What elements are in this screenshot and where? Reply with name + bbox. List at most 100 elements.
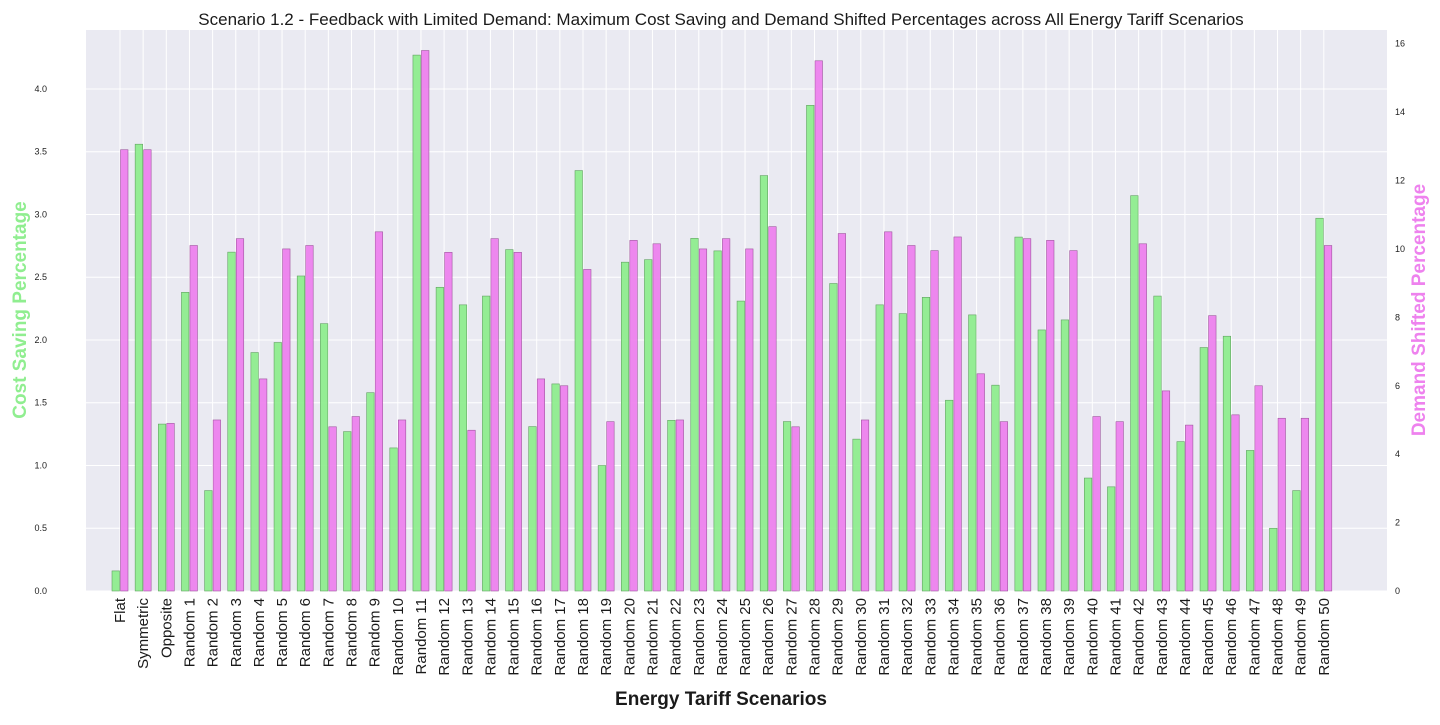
cost-saving-bar: [389, 447, 398, 592]
x-tick-label: Random 2: [205, 598, 222, 667]
left-y-tick-label: 4.0: [34, 84, 47, 94]
cost-saving-bar: [158, 423, 167, 592]
cost-saving-bar: [1130, 195, 1139, 592]
right-y-tick-label: 14: [1395, 107, 1405, 117]
x-tick-label: Random 31: [876, 598, 893, 676]
cost-saving-bar: [551, 383, 560, 592]
demand-shifted-bar: [629, 240, 638, 592]
left-y-tick-label: 0.5: [34, 523, 47, 533]
x-tick-label: Random 32: [899, 598, 916, 676]
cost-saving-bar: [227, 251, 236, 592]
cost-saving-bar: [1176, 441, 1185, 592]
left-y-tick-label: 1.0: [34, 460, 47, 470]
demand-shifted-bar: [1277, 417, 1286, 592]
left-y-tick-label: 1.5: [34, 398, 47, 408]
demand-shifted-bar: [282, 248, 291, 592]
x-tick-label: Random 21: [644, 598, 661, 676]
x-tick-label: Random 45: [1200, 598, 1217, 676]
demand-shifted-bar: [606, 421, 615, 592]
demand-shifted-bar: [560, 385, 569, 592]
right-y-tick-label: 4: [1395, 449, 1400, 459]
x-tick-label: Random 42: [1131, 598, 1148, 676]
demand-shifted-bar: [1046, 240, 1055, 592]
right-y-axis-label: Demand Shifted Percentage: [1409, 184, 1430, 436]
x-tick-label: Symmetric: [135, 598, 152, 669]
cost-saving-bar: [458, 304, 468, 592]
demand-shifted-bar: [212, 419, 221, 592]
x-tick-label: Random 12: [436, 598, 453, 676]
demand-shifted-bar: [1300, 417, 1309, 592]
left-y-axis-ticks: 0.0 0.5 1.0 1.5 2.0 2.5 3.0 3.5 4.0: [34, 84, 47, 596]
cost-saving-bar: [759, 175, 769, 592]
demand-shifted-bar: [467, 429, 476, 592]
x-tick-label: Random 20: [621, 598, 638, 676]
x-tick-label: Random 15: [506, 598, 523, 676]
demand-shifted-bar: [421, 50, 430, 592]
demand-shifted-bar: [652, 243, 661, 592]
x-tick-label: Random 10: [390, 598, 407, 676]
x-tick-label: Random 6: [297, 598, 314, 667]
cost-saving-bar: [968, 314, 977, 592]
cost-saving-bar: [111, 570, 120, 592]
cost-saving-bar: [875, 304, 884, 592]
demand-shifted-bar: [675, 419, 684, 592]
x-tick-label: Random 19: [598, 598, 615, 676]
demand-shifted-bar: [397, 419, 407, 592]
demand-shifted-bar: [1254, 385, 1263, 592]
demand-shifted-bar: [1023, 238, 1032, 592]
demand-shifted-bar: [120, 149, 129, 592]
right-y-tick-label: 16: [1395, 39, 1405, 49]
x-tick-label: Random 49: [1293, 598, 1310, 676]
x-tick-label: Random 8: [344, 598, 361, 667]
right-y-tick-label: 12: [1395, 176, 1405, 186]
cost-saving-bar: [273, 342, 282, 592]
cost-saving-bar: [667, 420, 676, 592]
x-tick-label: Random 30: [853, 598, 870, 676]
x-tick-label: Random 9: [367, 598, 384, 667]
demand-shifted-bar: [814, 60, 823, 592]
x-tick-label: Random 13: [459, 598, 476, 676]
cost-saving-bar: [945, 399, 954, 592]
x-tick-label: Random 37: [1015, 598, 1032, 676]
demand-shifted-bar: [791, 426, 800, 592]
cost-saving-bar: [1292, 490, 1301, 592]
x-tick-label: Random 48: [1270, 598, 1287, 676]
left-y-axis-label: Cost Saving Percentage: [10, 201, 31, 419]
cost-saving-bar: [1153, 295, 1162, 592]
cost-saving-bar: [1246, 450, 1255, 592]
x-tick-label: Random 29: [830, 598, 847, 676]
cost-saving-bar: [250, 352, 259, 592]
cost-saving-bar: [829, 283, 838, 592]
x-tick-label: Random 33: [922, 598, 939, 676]
demand-shifted-bar: [698, 248, 708, 592]
cost-saving-bar: [1037, 329, 1046, 592]
demand-shifted-bar: [999, 421, 1009, 592]
x-tick-label: Random 14: [482, 598, 499, 676]
cost-saving-bar: [1199, 347, 1208, 592]
x-tick-label: Opposite: [158, 598, 175, 658]
demand-shifted-bar: [745, 248, 754, 592]
demand-shifted-bar: [1231, 414, 1240, 592]
demand-shifted-bar: [768, 226, 777, 592]
cost-saving-bar: [736, 300, 745, 592]
demand-shifted-bar: [1069, 250, 1078, 592]
cost-saving-bar: [991, 384, 1000, 592]
demand-shifted-bar: [259, 378, 268, 592]
x-tick-label: Random 50: [1316, 598, 1333, 676]
x-tick-label: Random 26: [760, 598, 777, 676]
demand-shifted-bar: [930, 250, 939, 592]
x-tick-label: Random 28: [807, 598, 824, 676]
right-y-axis-ticks: 0 2 4 6 8 10 12 14 16: [1395, 39, 1405, 596]
x-tick-label: Random 1: [181, 598, 198, 667]
demand-shifted-bar: [722, 238, 731, 592]
demand-shifted-bar: [166, 423, 175, 592]
demand-shifted-bar: [837, 233, 846, 592]
x-tick-label: Random 25: [737, 598, 754, 676]
left-y-tick-label: 3.5: [34, 147, 47, 157]
demand-shifted-bar: [583, 269, 592, 592]
x-tick-label: Random 7: [320, 598, 337, 667]
x-tick-label: Random 16: [529, 598, 546, 676]
cost-saving-bar: [783, 421, 792, 592]
cost-saving-bar: [1107, 486, 1116, 592]
